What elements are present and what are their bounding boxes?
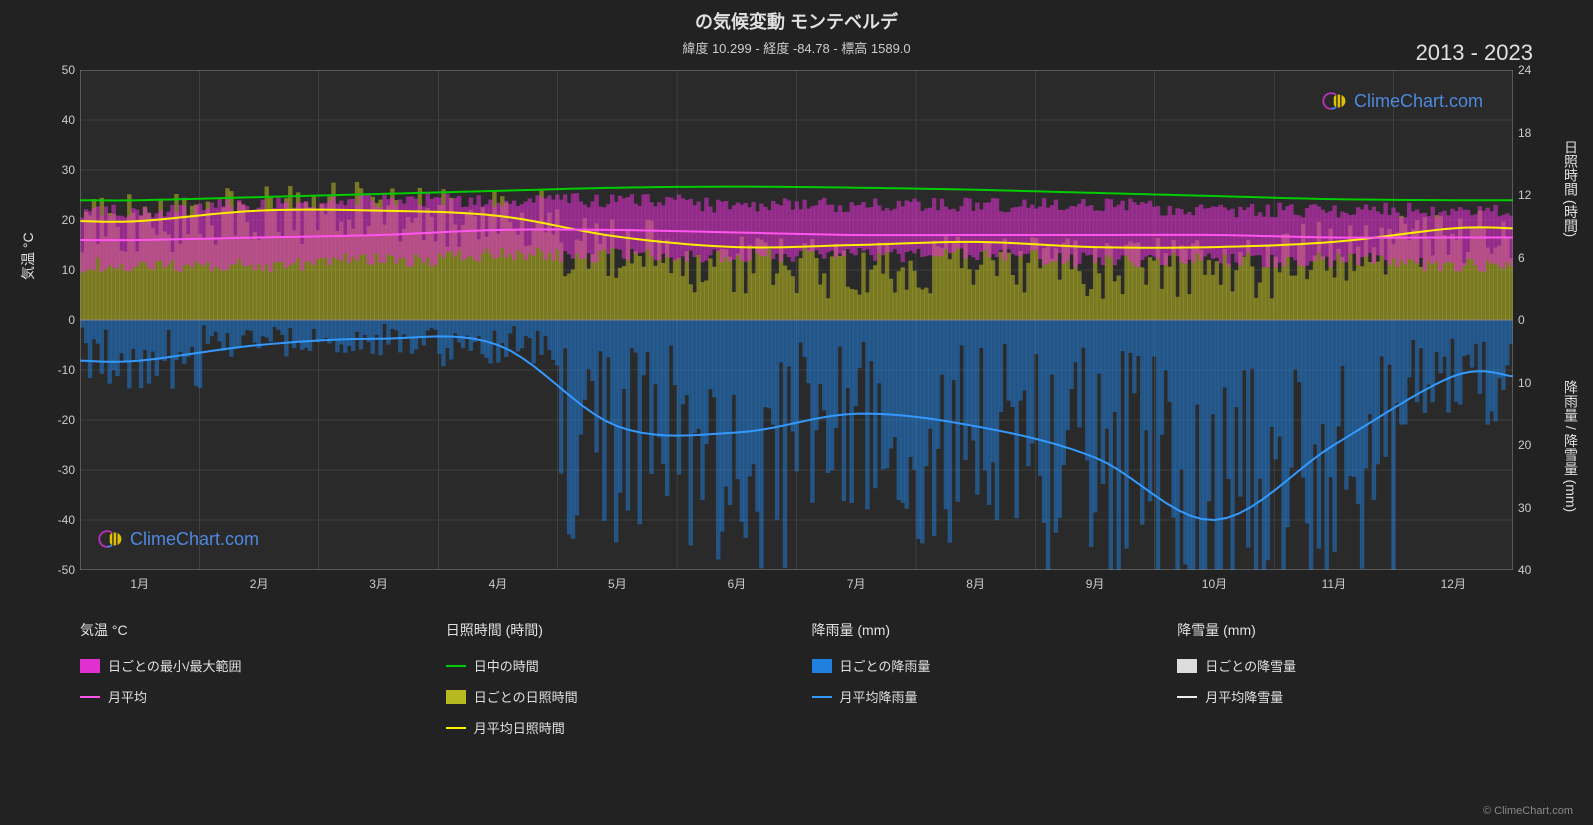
x-axis-ticks: 1月 2月 3月 4月 5月 6月 7月 8月 9月 10月 11月 12月 [80, 575, 1513, 595]
legend-item: 日ごとの最小/最大範囲 [80, 656, 416, 675]
right-tick-mm: 10 [1518, 376, 1531, 390]
left-tick: -40 [58, 513, 75, 527]
left-tick: 20 [62, 213, 75, 227]
legend-group: 降雨量 (mm) 日ごとの降雨量月平均降雨量 [812, 620, 1148, 749]
x-tick: 5月 [608, 575, 627, 592]
watermark-bottom: ClimeChart.com [98, 526, 259, 552]
legend-item: 日ごとの日照時間 [446, 687, 782, 706]
right-axis-ticks: 2418126010203040 [1513, 70, 1543, 570]
legend-swatch [80, 696, 100, 698]
legend-label: 月平均日照時間 [474, 718, 565, 737]
left-tick: 10 [62, 263, 75, 277]
left-tick: 40 [62, 113, 75, 127]
year-range: 2013 - 2023 [1416, 40, 1533, 66]
watermark-top: ClimeChart.com [1322, 88, 1483, 114]
left-tick: -30 [58, 463, 75, 477]
x-tick: 3月 [369, 575, 388, 592]
credit: © ClimeChart.com [1483, 805, 1573, 817]
legend-item: 日ごとの降雨量 [812, 656, 1148, 675]
legend-header: 降雪量 (mm) [1177, 620, 1513, 640]
right-tick-mm: 40 [1518, 563, 1531, 577]
plot-area: ClimeChart.com ClimeChart.com [80, 70, 1513, 570]
x-tick: 12月 [1441, 575, 1466, 592]
legend: 気温 °C 日ごとの最小/最大範囲月平均 日照時間 (時間) 日中の時間日ごとの日照時… [80, 620, 1513, 749]
legend-swatch [812, 696, 832, 698]
legend-item: 日ごとの降雪量 [1177, 656, 1513, 675]
legend-label: 月平均降雨量 [840, 687, 918, 706]
left-axis-label: 気温 °C [18, 232, 38, 280]
legend-swatch [1177, 696, 1197, 698]
legend-item: 日中の時間 [446, 656, 782, 675]
legend-group: 日照時間 (時間) 日中の時間日ごとの日照時間月平均日照時間 [446, 620, 782, 749]
right-tick-hours: 24 [1518, 63, 1531, 77]
legend-label: 月平均 [108, 687, 147, 706]
left-tick: -50 [58, 563, 75, 577]
left-tick: -20 [58, 413, 75, 427]
legend-swatch [446, 690, 466, 704]
legend-item: 月平均降雨量 [812, 687, 1148, 706]
right-tick-hours: 12 [1518, 188, 1531, 202]
legend-header: 日照時間 (時間) [446, 620, 782, 640]
x-tick: 6月 [727, 575, 746, 592]
x-tick: 1月 [130, 575, 149, 592]
legend-label: 日ごとの最小/最大範囲 [108, 656, 241, 675]
watermark-text: ClimeChart.com [130, 529, 259, 550]
right-axis-top-label: 日照時間 (時間) [1561, 140, 1581, 237]
legend-header: 気温 °C [80, 620, 416, 640]
right-tick-hours: 18 [1518, 126, 1531, 140]
legend-item: 月平均降雪量 [1177, 687, 1513, 706]
watermark-logo-icon [1322, 88, 1348, 114]
chart-subtitle: 緯度 10.299 - 経度 -84.78 - 標高 1589.0 [0, 34, 1593, 57]
left-tick: 0 [68, 313, 75, 327]
legend-label: 月平均降雪量 [1205, 687, 1283, 706]
legend-swatch [812, 659, 832, 673]
right-tick-hours: 6 [1518, 251, 1525, 265]
legend-group: 降雪量 (mm) 日ごとの降雪量月平均降雪量 [1177, 620, 1513, 749]
left-tick: -10 [58, 363, 75, 377]
x-tick: 10月 [1202, 575, 1227, 592]
x-tick: 11月 [1322, 575, 1346, 592]
climate-chart: の気候変動 モンテベルデ 緯度 10.299 - 経度 -84.78 - 標高 … [0, 0, 1593, 825]
x-tick: 8月 [966, 575, 985, 592]
right-axis-bottom-label: 降雨量 / 降雪量 (mm) [1561, 380, 1581, 512]
legend-label: 日ごとの降雨量 [840, 656, 931, 675]
legend-swatch [1177, 659, 1197, 673]
legend-header: 降雨量 (mm) [812, 620, 1148, 640]
legend-swatch [446, 727, 466, 729]
x-tick: 9月 [1086, 575, 1105, 592]
legend-label: 日中の時間 [474, 656, 539, 675]
chart-title: の気候変動 モンテベルデ [0, 0, 1593, 34]
right-tick-mm: 20 [1518, 438, 1531, 452]
right-tick-hours: 0 [1518, 313, 1525, 327]
legend-swatch [80, 659, 100, 673]
left-tick: 50 [62, 63, 75, 77]
right-tick-mm: 30 [1518, 501, 1531, 515]
x-tick: 7月 [847, 575, 866, 592]
x-tick: 2月 [250, 575, 269, 592]
left-tick: 30 [62, 163, 75, 177]
legend-swatch [446, 665, 466, 667]
legend-item: 月平均 [80, 687, 416, 706]
x-tick: 4月 [489, 575, 508, 592]
watermark-text: ClimeChart.com [1354, 91, 1483, 112]
legend-item: 月平均日照時間 [446, 718, 782, 737]
legend-label: 日ごとの日照時間 [474, 687, 578, 706]
legend-label: 日ごとの降雪量 [1205, 656, 1296, 675]
left-axis-ticks: 50403020100-10-20-30-40-50 [50, 70, 80, 570]
watermark-logo-icon [98, 526, 124, 552]
legend-group: 気温 °C 日ごとの最小/最大範囲月平均 [80, 620, 416, 749]
plot-svg [80, 70, 1513, 570]
